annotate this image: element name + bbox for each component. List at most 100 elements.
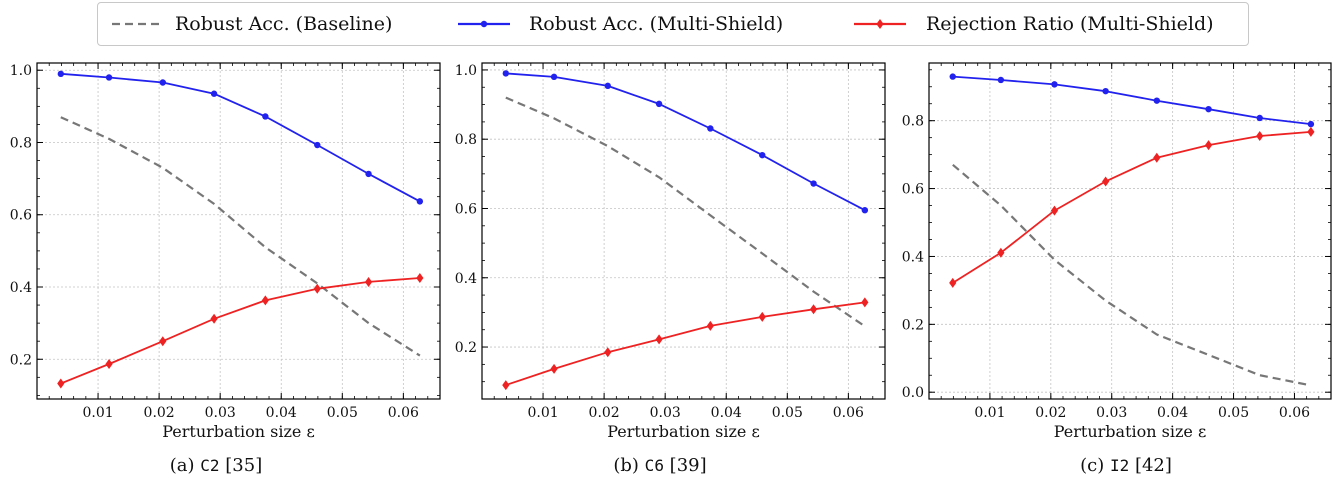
data-point-multishield-acc bbox=[416, 198, 424, 205]
x-axis-label: Perturbation size ε bbox=[162, 422, 315, 441]
data-point-multishield-acc bbox=[997, 76, 1005, 84]
data-point-rejection bbox=[261, 295, 269, 306]
tick-label-y: 0.4 bbox=[10, 280, 32, 296]
chart-panel-1: 0.01 0.02 0.03 0.04 0.05 0.06 0.2 0.4 0.6 0.8 1.0 P… bbox=[10, 62, 441, 441]
series-line-baseline bbox=[60, 116, 421, 357]
caption-b-ref: [39] bbox=[663, 455, 707, 476]
data-point-multishield-acc bbox=[314, 141, 321, 149]
tick-label-x: 0.05 bbox=[327, 405, 358, 421]
tick-label-y: 0.4 bbox=[455, 271, 477, 287]
data-point-multishield-acc bbox=[1102, 87, 1109, 95]
data-point-multishield-acc bbox=[1051, 81, 1058, 88]
tick-label-y: 0.2 bbox=[902, 317, 924, 333]
caption-b-prefix: (b) bbox=[613, 455, 645, 476]
data-point-rejection bbox=[655, 334, 663, 345]
series-line-baseline bbox=[505, 96, 866, 328]
tick-label-x: 0.02 bbox=[1035, 405, 1066, 421]
data-point-multishield-acc bbox=[502, 70, 510, 77]
data-point-rejection bbox=[313, 283, 321, 294]
data-point-multishield-acc bbox=[1256, 114, 1263, 122]
caption-c-prefix: (c) bbox=[1080, 455, 1110, 476]
legend-marker-rejection bbox=[876, 19, 884, 29]
data-point-rejection bbox=[1204, 140, 1213, 151]
tick-label-x: 0.02 bbox=[589, 405, 620, 421]
tick-label-x: 0.06 bbox=[1279, 405, 1310, 421]
tick-label-x: 0.04 bbox=[711, 405, 742, 421]
tick-label-x: 0.03 bbox=[650, 405, 681, 421]
data-point-multishield-acc bbox=[810, 180, 817, 187]
tick-label-y: 1.0 bbox=[10, 63, 32, 79]
series-line-multishield-acc bbox=[60, 72, 421, 203]
series-line-multishield-acc bbox=[952, 75, 1312, 125]
tick-label-x: 0.01 bbox=[527, 405, 558, 421]
tick-label-x: 0.04 bbox=[266, 405, 297, 421]
chart-panel-3: 0.01 0.02 0.03 0.04 0.05 0.06 0.0 0.2 0.4 0.6 0.8 P… bbox=[902, 62, 1332, 441]
caption-b-code: C6 bbox=[644, 456, 664, 475]
data-point-rejection bbox=[861, 297, 869, 308]
x-axis-label: Perturbation size ε bbox=[1054, 422, 1207, 441]
data-point-rejection bbox=[809, 304, 818, 315]
caption-c: (c) I2 [42] bbox=[1080, 455, 1172, 476]
data-point-rejection bbox=[159, 336, 167, 347]
tick-label-y: 0.4 bbox=[902, 249, 924, 265]
tick-label-x: 0.01 bbox=[82, 405, 113, 421]
legend-label-rejection: Rejection Ratio (Multi-Shield) bbox=[926, 13, 1214, 35]
data-point-rejection bbox=[364, 276, 373, 287]
data-point-rejection bbox=[210, 313, 218, 324]
legend-label-baseline: Robust Acc. (Baseline) bbox=[175, 13, 392, 35]
series-line-baseline bbox=[952, 163, 1312, 387]
tick-label-x: 0.03 bbox=[205, 405, 236, 421]
data-point-rejection bbox=[57, 378, 65, 389]
data-point-multishield-acc bbox=[1307, 120, 1315, 128]
legend-marker-multishield-acc bbox=[480, 20, 488, 28]
tick-label-x: 0.04 bbox=[1157, 405, 1188, 421]
series-line-multishield-acc bbox=[505, 72, 866, 211]
data-point-multishield-acc bbox=[861, 207, 869, 214]
tick-label-y: 0.8 bbox=[902, 114, 924, 130]
data-point-rejection bbox=[1307, 126, 1315, 137]
series-line-rejection bbox=[952, 131, 1311, 284]
data-point-multishield-acc bbox=[210, 90, 218, 97]
series-line-rejection bbox=[60, 277, 420, 385]
caption-a-ref: [35] bbox=[219, 455, 263, 476]
caption-a-prefix: (a) bbox=[169, 455, 201, 476]
data-point-rejection bbox=[105, 358, 113, 369]
tick-label-y: 1.0 bbox=[455, 63, 477, 79]
axes-frame bbox=[928, 62, 1332, 400]
series-line-rejection bbox=[505, 301, 866, 386]
caption-b: (b) C6 [39] bbox=[613, 455, 706, 476]
data-point-multishield-acc bbox=[655, 100, 663, 108]
tick-label-x: 0.01 bbox=[974, 405, 1005, 421]
data-point-multishield-acc bbox=[949, 73, 956, 80]
data-point-multishield-acc bbox=[1205, 105, 1212, 113]
data-point-multishield-acc bbox=[262, 113, 269, 120]
data-point-rejection bbox=[949, 277, 957, 288]
data-point-rejection bbox=[1050, 205, 1059, 216]
tick-label-y: 0.6 bbox=[455, 201, 477, 217]
tick-label-x: 0.05 bbox=[772, 405, 803, 421]
tick-label-x: 0.06 bbox=[833, 405, 864, 421]
data-point-multishield-acc bbox=[707, 125, 714, 132]
data-point-multishield-acc bbox=[759, 151, 766, 159]
data-point-rejection bbox=[604, 347, 612, 358]
tick-label-y: 0.2 bbox=[455, 340, 477, 356]
tick-label-y: 0.8 bbox=[455, 132, 477, 148]
data-point-rejection bbox=[550, 363, 558, 374]
data-point-rejection bbox=[1102, 176, 1110, 187]
tick-label-y: 0.8 bbox=[10, 135, 32, 151]
data-point-multishield-acc bbox=[105, 74, 113, 81]
x-axis-label: Perturbation size ε bbox=[607, 422, 760, 441]
data-point-multishield-acc bbox=[1153, 97, 1161, 104]
data-point-rejection bbox=[416, 272, 424, 283]
tick-label-y: 0.2 bbox=[10, 352, 32, 368]
tick-label-y: 0.0 bbox=[902, 385, 924, 401]
data-point-rejection bbox=[706, 320, 714, 331]
legend bbox=[97, 2, 1249, 46]
axes-frame bbox=[481, 62, 886, 400]
data-point-multishield-acc bbox=[604, 82, 611, 90]
tick-label-x: 0.06 bbox=[388, 405, 419, 421]
data-point-rejection bbox=[1256, 130, 1264, 141]
data-point-rejection bbox=[758, 311, 766, 322]
data-point-multishield-acc bbox=[159, 79, 166, 86]
